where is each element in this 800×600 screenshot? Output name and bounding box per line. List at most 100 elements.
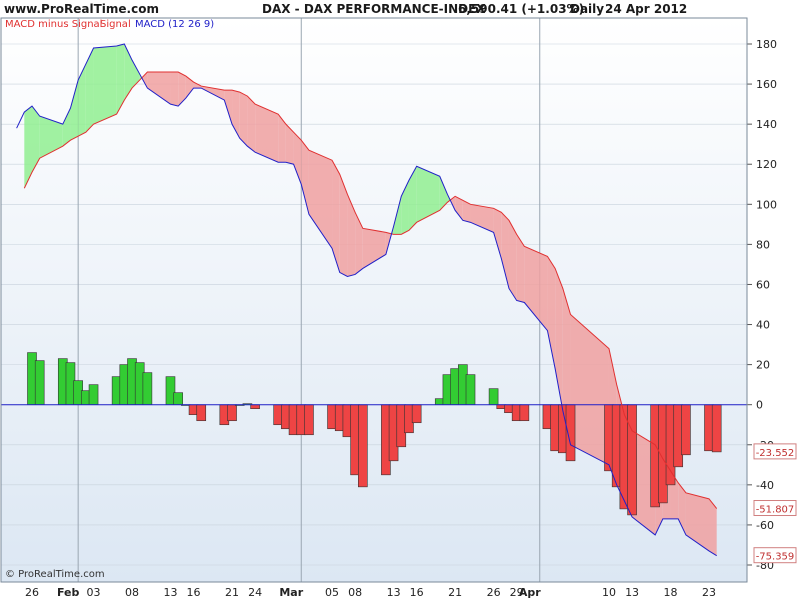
y-tick-label: 140 <box>756 118 777 131</box>
last-value-label: -23.552 <box>756 448 795 459</box>
macd-signal-area <box>170 72 179 107</box>
x-tick-label: 03 <box>87 586 101 599</box>
macd-signal-area <box>508 220 517 301</box>
macd-signal-area <box>70 80 79 141</box>
copyright-label: © ProRealTime.com <box>5 569 105 580</box>
y-tick-label: 180 <box>756 38 777 51</box>
x-tick-label: 13 <box>163 586 177 599</box>
macd-signal-area <box>308 150 333 249</box>
histogram-bar <box>34 360 45 405</box>
macd-signal-area <box>401 180 409 235</box>
signal-line <box>23 71 718 509</box>
x-tick-label: 16 <box>187 586 201 599</box>
histogram-bars <box>27 352 722 516</box>
histogram-bar <box>711 404 722 453</box>
histogram-bar <box>488 388 499 405</box>
y-tick-label: 80 <box>756 238 770 251</box>
macd-signal-area <box>85 48 94 133</box>
x-tick-label: 23 <box>702 586 716 599</box>
macd-signal-area <box>124 44 133 101</box>
macd-signal-area <box>416 166 440 223</box>
histogram-bar <box>304 404 314 436</box>
date-label: 24 Apr 2012 <box>605 2 688 16</box>
macd-signal-area <box>355 212 363 275</box>
macd-signal-area <box>62 108 71 147</box>
legend-signal: Signal <box>100 19 131 30</box>
macd-signal-area <box>685 492 709 551</box>
histogram-bar <box>519 404 530 422</box>
macd-signal-area <box>178 72 186 107</box>
x-tick-label: 26 <box>25 586 39 599</box>
macd-signal-area <box>278 114 286 163</box>
histogram-bar <box>411 404 422 424</box>
timeframe-label: Daily <box>570 2 605 16</box>
histogram-bar <box>227 404 237 422</box>
y-tick-label: 120 <box>756 158 777 171</box>
y-tick-label: 160 <box>756 78 777 91</box>
y-tick-label: 60 <box>756 278 770 291</box>
y-tick-label: -40 <box>756 479 774 492</box>
histogram-bar <box>173 392 183 405</box>
macd-signal-area <box>570 314 609 465</box>
quote-value: 6,590.41 (+1.03%) <box>458 2 585 16</box>
x-tick-label: Mar <box>279 586 303 599</box>
macd-signal-area <box>493 208 502 259</box>
macd-signal-area <box>147 72 171 105</box>
macd-signal-area <box>93 46 117 125</box>
y-tick-label: 100 <box>756 198 777 211</box>
y-tick-label: 0 <box>756 399 763 412</box>
macd-signal-area <box>632 430 656 535</box>
x-tick-label: Feb <box>57 586 80 599</box>
x-tick-label: 29 <box>510 586 524 599</box>
y-tick-label: 20 <box>756 359 770 372</box>
macd-signal-area <box>501 212 509 289</box>
instrument-name: DAX - DAX PERFORMANCE-INDEX <box>262 2 486 16</box>
histogram-bar <box>250 404 260 410</box>
macd-signal-area <box>78 64 86 137</box>
macd-signal-area <box>32 106 40 173</box>
macd-line <box>16 43 717 557</box>
macd-signal-area <box>339 174 348 277</box>
last-value-label: -51.807 <box>756 505 795 516</box>
macd-signal-area <box>255 104 279 163</box>
macd-signal-area <box>555 268 563 411</box>
macd-signal-area <box>347 194 356 277</box>
histogram-bar <box>142 372 153 405</box>
macd-signal-area <box>247 96 256 153</box>
last-value-badge <box>753 547 797 564</box>
x-tick-label: 10 <box>602 586 616 599</box>
legend-histogram: MACD minus Signal <box>5 19 103 30</box>
macd-signal-area <box>470 204 494 233</box>
macd-signal-area <box>24 106 32 189</box>
macd-signal-area <box>232 90 240 139</box>
x-tick-label: Apr <box>519 586 541 599</box>
histogram-bar <box>88 384 99 405</box>
macd-signal-area <box>301 140 309 215</box>
site-title[interactable]: www.ProRealTime.com <box>4 2 159 16</box>
x-tick-label: 13 <box>387 586 401 599</box>
x-tick-label: 13 <box>625 586 639 599</box>
last-value-badges: -23.552 -51.807 -75.359 <box>753 443 797 564</box>
macd-signal-area <box>408 166 417 231</box>
indicator-lines <box>1 43 747 557</box>
macd-signal-area <box>39 116 63 159</box>
macd-signal-area <box>439 176 448 211</box>
last-value-badge <box>753 500 797 517</box>
last-value-badge <box>753 443 797 460</box>
macd-signal-area <box>185 76 194 99</box>
x-tick-label: 26 <box>487 586 501 599</box>
x-tick-label: 21 <box>225 586 239 599</box>
histogram-bar <box>681 404 691 456</box>
x-tick-label: 18 <box>664 586 678 599</box>
histogram-bar <box>358 404 368 488</box>
macd-signal-area <box>709 498 717 556</box>
last-value-label: -75.359 <box>756 552 795 563</box>
histogram-bar <box>196 404 207 422</box>
macd-signal-area <box>547 256 556 369</box>
macd-signal-area <box>332 160 340 273</box>
x-tick-label: 21 <box>448 586 462 599</box>
